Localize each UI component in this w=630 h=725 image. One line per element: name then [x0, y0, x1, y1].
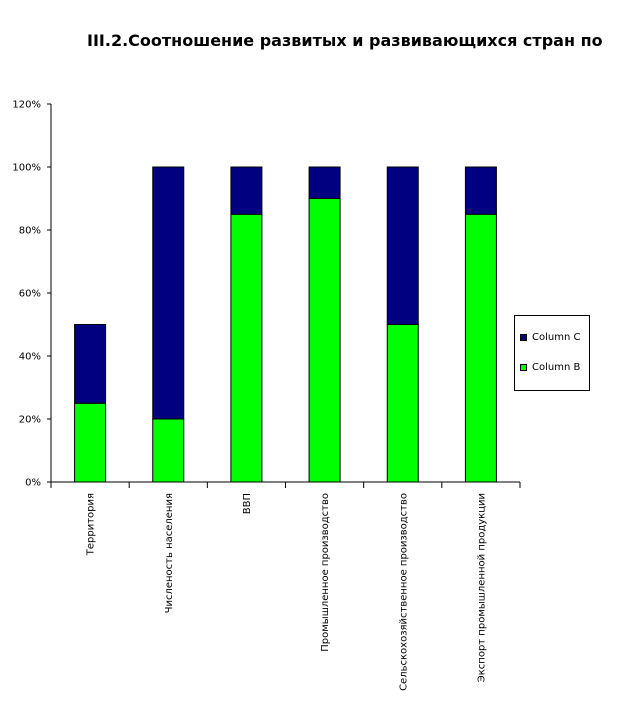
- bar-column-b: [308, 198, 341, 483]
- y-tick-label: 60%: [19, 289, 41, 300]
- legend-item-column-b: Column B: [520, 362, 580, 373]
- x-tick-label: ВВП: [242, 493, 253, 514]
- legend-item-column-c: Column C: [520, 332, 580, 343]
- bar-column-c: [464, 166, 497, 215]
- legend-swatch-column-c: [520, 334, 527, 341]
- bar-column-c: [74, 324, 107, 404]
- bar-column-c: [230, 166, 263, 215]
- x-tick-label: Численость населения: [164, 493, 175, 613]
- chart-title: III.2.Соотношение развитых и развивающих…: [87, 31, 603, 50]
- legend-label-column-b: Column B: [532, 362, 581, 373]
- x-tick-label: Экспорт промышленной продукции: [476, 493, 487, 682]
- bar-column-b: [464, 213, 497, 483]
- bar-column-b: [152, 418, 185, 483]
- y-tick-label: 20%: [19, 415, 41, 426]
- bar-column-c: [152, 166, 185, 420]
- bar-column-c: [386, 166, 419, 325]
- bar-column-c: [308, 166, 341, 199]
- x-tick-label: Сельскохозяйственное производство: [398, 493, 409, 691]
- y-tick-label: 80%: [19, 226, 41, 237]
- bar-column-b: [74, 402, 107, 483]
- y-tick-label: 40%: [19, 352, 41, 363]
- legend-swatch-column-b: [520, 364, 527, 371]
- y-tick-label: 100%: [12, 163, 41, 174]
- bar-column-b: [230, 213, 263, 483]
- x-tick-label: Промышленное производство: [320, 493, 331, 652]
- bar-column-b: [386, 324, 419, 483]
- y-tick-label: 120%: [12, 100, 41, 111]
- y-tick-label: 0%: [25, 478, 41, 489]
- legend: Column C Column B: [514, 315, 590, 391]
- legend-label-column-c: Column C: [532, 332, 581, 343]
- x-tick-label: Территория: [86, 493, 97, 556]
